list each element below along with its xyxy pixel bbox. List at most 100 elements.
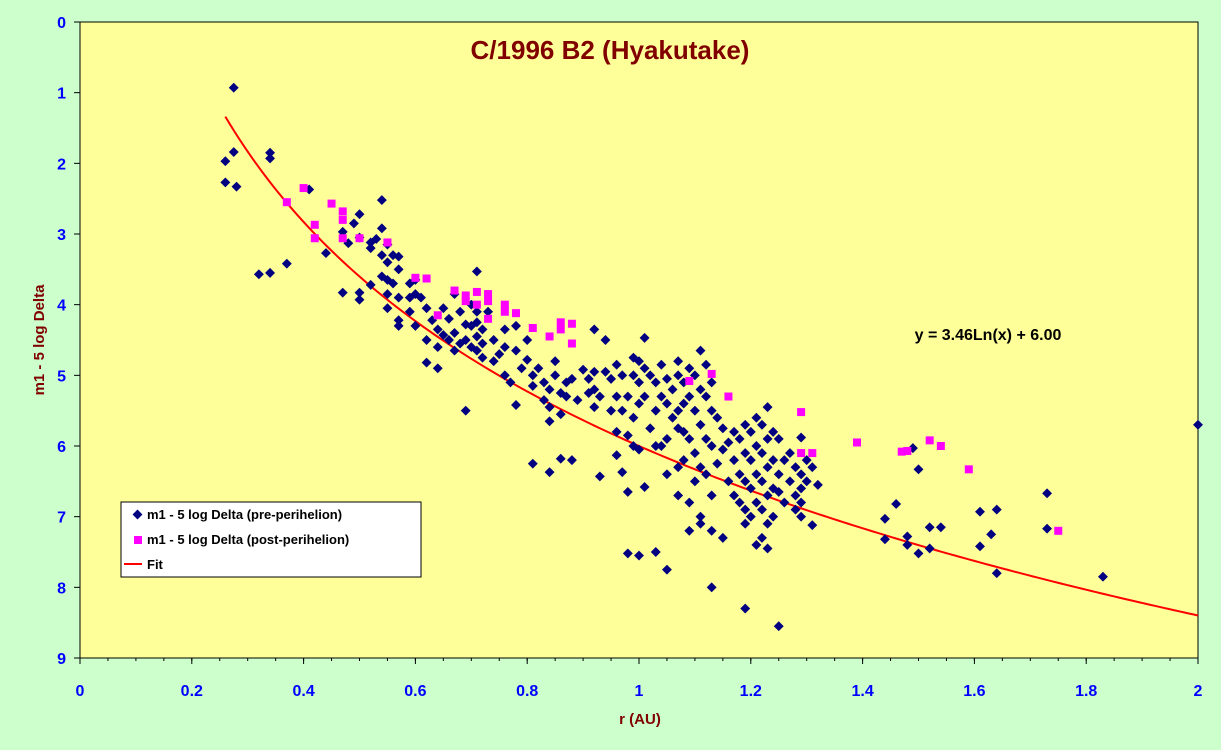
post-perihelion-point xyxy=(500,300,509,309)
pre-perihelion-point xyxy=(717,532,728,543)
pre-perihelion-point xyxy=(706,525,717,536)
pre-perihelion-point xyxy=(773,433,784,444)
pre-perihelion-point xyxy=(762,543,773,554)
pre-perihelion-point xyxy=(684,391,695,402)
pre-perihelion-point xyxy=(393,315,404,326)
post-perihelion-point xyxy=(556,325,565,334)
pre-perihelion-point xyxy=(382,289,393,300)
pre-perihelion-point xyxy=(622,430,633,441)
pre-perihelion-point xyxy=(471,345,482,356)
pre-perihelion-point xyxy=(913,548,924,559)
post-perihelion-point xyxy=(556,318,565,327)
y-tick-label: 0 xyxy=(57,15,66,32)
pre-perihelion-point xyxy=(516,363,527,374)
pre-perihelion-point xyxy=(634,444,644,455)
pre-perihelion-point xyxy=(634,356,644,367)
pre-perihelion-point xyxy=(706,405,717,416)
x-tick-label: 1.8 xyxy=(1075,683,1097,700)
pre-perihelion-point xyxy=(477,352,488,363)
pre-perihelion-point xyxy=(421,335,432,345)
pre-perihelion-point xyxy=(706,441,717,451)
pre-perihelion-point xyxy=(505,377,516,388)
pre-perihelion-point xyxy=(662,398,672,409)
pre-perihelion-point xyxy=(986,529,997,540)
pre-perihelion-point xyxy=(924,522,935,533)
post-perihelion-point xyxy=(310,220,319,229)
pre-perihelion-point xyxy=(662,373,672,384)
post-perihelion-point xyxy=(461,291,470,300)
pre-perihelion-point xyxy=(228,82,239,93)
pre-perihelion-point xyxy=(432,324,443,335)
pre-perihelion-point xyxy=(622,391,633,402)
post-perihelion-point xyxy=(484,314,493,323)
pre-perihelion-point xyxy=(511,320,521,331)
pre-perihelion-point xyxy=(393,320,404,331)
pre-perihelion-point xyxy=(471,317,482,328)
post-perihelion-point xyxy=(936,442,945,450)
pre-perihelion-point xyxy=(1042,523,1053,534)
pre-perihelion-point xyxy=(695,419,706,430)
pre-perihelion-point xyxy=(650,405,661,416)
y-axis-title: m1 - 5 log Delta xyxy=(31,284,48,396)
x-tick-label: 1 xyxy=(635,683,644,700)
pre-perihelion-point xyxy=(617,405,628,416)
pre-perihelion-point xyxy=(611,426,622,437)
x-tick-label: 0.6 xyxy=(404,683,426,700)
pre-perihelion-point xyxy=(650,547,661,557)
x-tick-label: 0 xyxy=(76,683,85,700)
pre-perihelion-point xyxy=(701,391,712,402)
pre-perihelion-point xyxy=(734,497,745,508)
pre-perihelion-point xyxy=(656,359,667,370)
pre-perihelion-point xyxy=(790,490,801,501)
pre-perihelion-point xyxy=(723,476,734,487)
pre-perihelion-point xyxy=(622,548,633,559)
pre-perihelion-point xyxy=(410,320,421,331)
pre-perihelion-point xyxy=(611,450,622,461)
pre-perihelion-point xyxy=(321,248,331,259)
pre-perihelion-point xyxy=(757,532,767,543)
pre-perihelion-point xyxy=(443,335,454,345)
pre-perihelion-point xyxy=(421,303,432,314)
pre-perihelion-point xyxy=(544,467,555,478)
pre-perihelion-point xyxy=(751,539,762,550)
legend-box xyxy=(120,501,422,578)
pre-perihelion-point xyxy=(790,462,801,473)
pre-perihelion-point xyxy=(762,490,773,501)
pre-perihelion-point xyxy=(376,223,387,234)
pre-perihelion-point xyxy=(382,257,393,268)
pre-perihelion-point xyxy=(650,377,661,388)
post-perihelion-point xyxy=(808,449,817,458)
pre-perihelion-point xyxy=(762,518,773,529)
y-tick-label: 2 xyxy=(57,156,66,173)
pre-perihelion-point xyxy=(539,377,549,388)
pre-perihelion-point xyxy=(628,370,639,381)
pre-perihelion-point xyxy=(695,462,706,473)
pre-perihelion-point xyxy=(757,476,767,487)
pre-perihelion-point xyxy=(745,511,756,522)
post-perihelion-point xyxy=(567,339,576,348)
pre-perihelion-point xyxy=(784,448,795,459)
pre-perihelion-point xyxy=(583,373,594,384)
pre-perihelion-point xyxy=(539,395,549,406)
pre-perihelion-point xyxy=(667,412,678,423)
pre-perihelion-point xyxy=(494,349,505,360)
pre-perihelion-point xyxy=(807,520,818,531)
pre-perihelion-point xyxy=(606,373,616,384)
pre-perihelion-point xyxy=(365,279,376,290)
pre-perihelion-point xyxy=(796,511,807,522)
post-perihelion-point xyxy=(964,465,973,474)
pre-perihelion-point xyxy=(544,384,555,395)
pre-perihelion-point xyxy=(265,147,276,158)
pre-perihelion-point xyxy=(443,313,454,324)
pre-perihelion-point xyxy=(544,402,555,413)
pre-perihelion-point xyxy=(678,455,689,466)
pre-perihelion-point xyxy=(471,266,482,277)
pre-perihelion-point xyxy=(566,455,577,466)
pre-perihelion-point xyxy=(796,432,807,443)
pre-perihelion-point xyxy=(768,426,779,437)
post-perihelion-point xyxy=(528,323,537,332)
pre-perihelion-point xyxy=(393,292,404,303)
post-perihelion-point xyxy=(925,436,934,445)
pre-perihelion-point xyxy=(751,412,762,423)
